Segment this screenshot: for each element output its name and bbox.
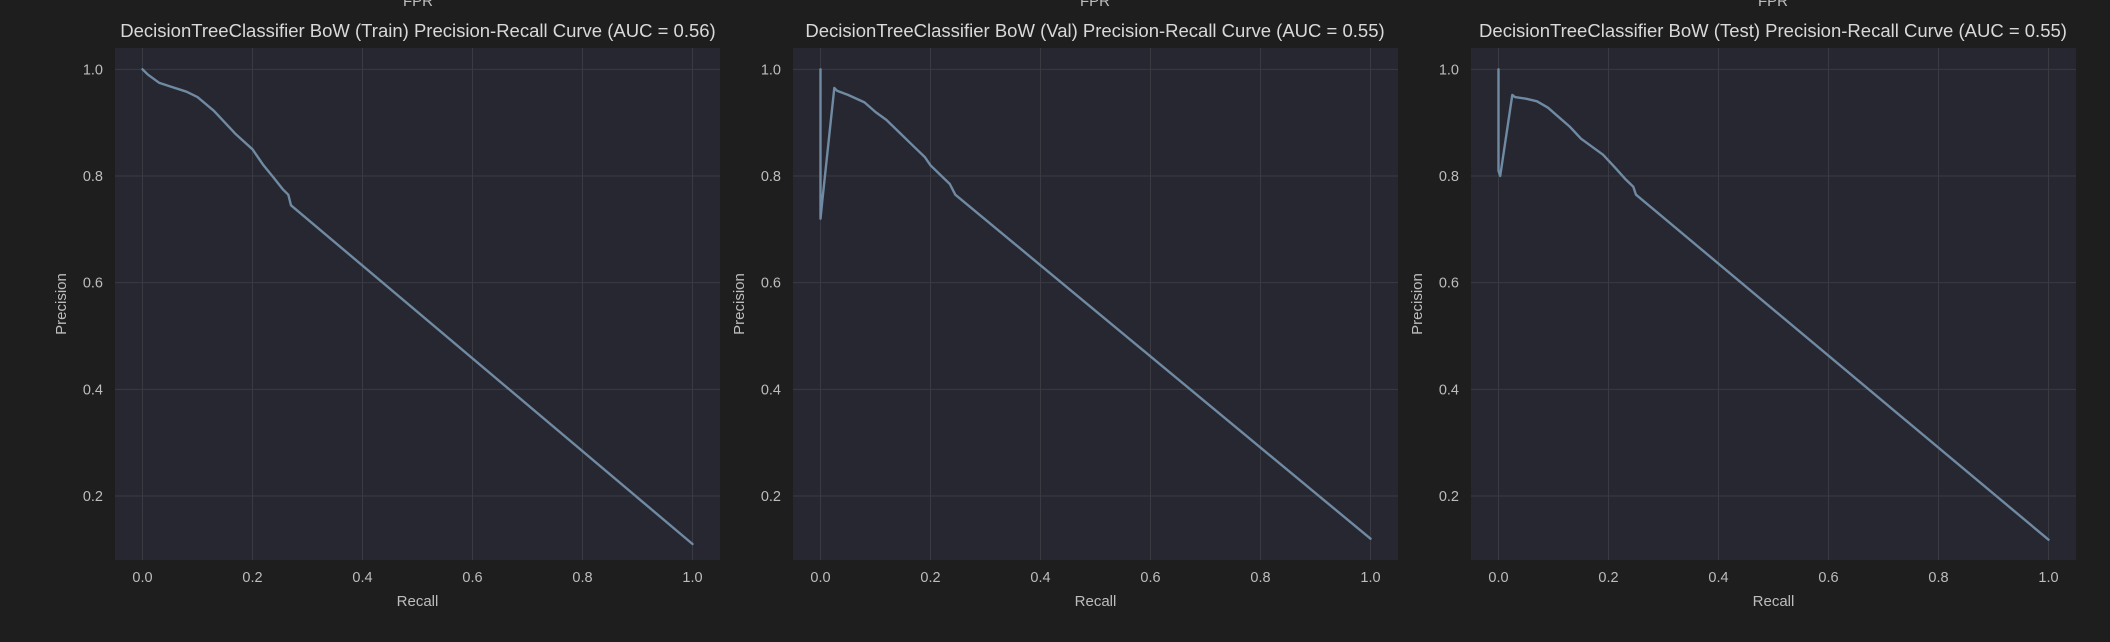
panel-2-x-tick-label: 0.8 [1250,570,1270,586]
panel-3-title: DecisionTreeClassifier BoW (Test) Precis… [1479,20,2067,41]
panel-1-x-axis-label: Recall [397,593,439,610]
panel-3-x-tick-label: 0.2 [1598,570,1618,586]
panel-3-x-tick-label: 0.0 [1488,570,1508,586]
panel-3-y-tick-label: 1.0 [1439,62,1459,78]
panel-1-y-tick-label: 0.2 [83,489,103,505]
panel-2-title: DecisionTreeClassifier BoW (Val) Precisi… [805,20,1384,41]
panel-1-plot-area [115,48,720,560]
panel-1-x-tick-label: 0.0 [132,570,152,586]
panel-3-pr-curve [1497,68,2050,541]
panel-3-y-tick-label: 0.8 [1439,169,1459,185]
panel-1-x-tick-label: 0.8 [572,570,592,586]
panel-2-clipped-top-label: FPR [1080,0,1110,10]
panel-2-x-tick-label: 0.6 [1140,570,1160,586]
panel-3-y-tick-label: 0.2 [1439,489,1459,505]
panel-2-x-tick-label: 0.0 [810,570,830,586]
panel-3-x-tick-label: 0.8 [1928,570,1948,586]
panel-2-y-axis-label: Precision [731,273,748,335]
panel-2-y-tick-label: 0.4 [761,382,781,398]
panel-3-x-axis-label: Recall [1753,593,1795,610]
panel-3-x-tick-label: 1.0 [2038,570,2058,586]
panel-1-x-tick-label: 0.2 [242,570,262,586]
panel-2-pr-curve [819,68,1372,540]
panel-3-y-axis-label: Precision [1409,273,1426,335]
panel-2-y-tick-label: 1.0 [761,62,781,78]
panel-3-y-tick-label: 0.4 [1439,382,1459,398]
panel-2-plot-area [793,48,1398,560]
panel-1-x-tick-label: 0.6 [462,570,482,586]
panel-2-x-tick-label: 0.4 [1030,570,1050,586]
panel-1-clipped-top-label: FPR [403,0,433,10]
panel-1-y-tick-label: 1.0 [83,62,103,78]
panel-2-y-tick-label: 0.8 [761,169,781,185]
panel-1-x-tick-label: 1.0 [682,570,702,586]
panel-1-title: DecisionTreeClassifier BoW (Train) Preci… [120,20,715,41]
panel-3-x-tick-label: 0.6 [1818,570,1838,586]
panel-3-y-tick-label: 0.6 [1439,276,1459,292]
panel-2-x-tick-label: 0.2 [920,570,940,586]
panel-1-x-tick-label: 0.4 [352,570,372,586]
panel-3-x-tick-label: 0.4 [1708,570,1728,586]
panel-1-y-tick-label: 0.4 [83,382,103,398]
panel-1-y-tick-label: 0.6 [83,276,103,292]
panel-1-y-axis-label: Precision [53,273,70,335]
panel-1-y-tick-label: 0.8 [83,169,103,185]
panel-2-y-tick-label: 0.6 [761,276,781,292]
panel-2-y-tick-label: 0.2 [761,489,781,505]
panel-3-clipped-top-label: FPR [1758,0,1788,10]
panel-2-x-axis-label: Recall [1075,593,1117,610]
panel-3-plot-area [1471,48,2076,560]
panel-2-x-tick-label: 1.0 [1360,570,1380,586]
panel-1-pr-curve [141,68,694,546]
